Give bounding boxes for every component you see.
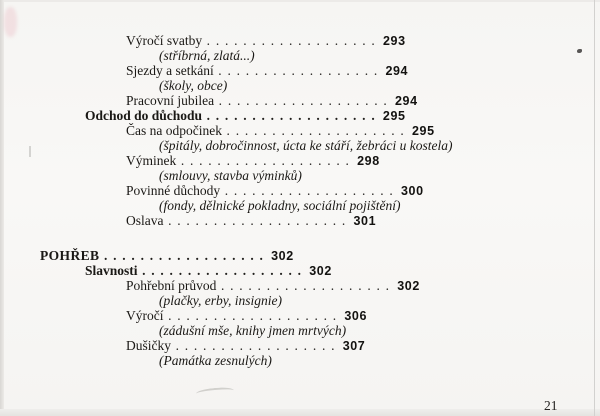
dot-leader: . . . . . . . . . . . . . . . . . . [137, 263, 303, 278]
toc-entry-label: Pohřební průvod [126, 278, 217, 293]
toc-entry-label: Výročí svatby [126, 33, 203, 48]
toc-entry-page: 302 [271, 249, 294, 263]
toc-entry: Výročí svatby . . . . . . . . . . . . . … [0, 33, 600, 48]
toc-annotation-text: (fondy, dělnické pokladny, sociální poji… [159, 198, 401, 213]
toc-annotation: (zádušní mše, knihy jmen mrtvých) [0, 323, 600, 338]
toc-entry-page: 295 [411, 124, 435, 138]
scan-mark [29, 146, 31, 157]
toc-entry: Dušičky . . . . . . . . . . . . . . . . … [0, 338, 600, 353]
toc-entry: Povinné důchody . . . . . . . . . . . . … [0, 183, 600, 198]
toc-entry-label: Slavnosti [85, 263, 138, 278]
toc-entry-page: 307 [342, 339, 366, 353]
dot-leader: . . . . . . . . . . . . . . . . . . . [214, 93, 388, 108]
toc-annotation-text: (stříbrná, zlatá...) [159, 48, 255, 63]
dot-leader: . . . . . . . . . . . . . . . . . . . . [163, 213, 347, 228]
toc-entry-label: Pracovní jubilea [126, 93, 215, 108]
page-number: 21 [544, 398, 558, 413]
toc-entry: Výminek . . . . . . . . . . . . . . . . … [0, 153, 600, 168]
toc-entry-label: Sjezdy a setkání [126, 63, 214, 78]
toc-annotation-text: (školy, obce) [159, 78, 228, 93]
dot-leader: . . . . . . . . . . . . . . . . . . . [176, 153, 351, 168]
dot-leader: . . . . . . . . . . . . . . . . . . . [220, 183, 394, 198]
toc-annotation: (špitály, dobročinnost, úcta ke stáří, ž… [0, 138, 600, 153]
toc-entry-page: 294 [394, 94, 418, 108]
scan-edge-right [594, 0, 595, 416]
dot-leader: . . . . . . . . . . . . . . . . . . [99, 248, 265, 263]
toc-entry-page: 302 [397, 279, 420, 293]
dot-leader: . . . . . . . . . . . . . . . . . . . [202, 33, 376, 48]
toc-entry: Čas na odpočinek . . . . . . . . . . . .… [0, 123, 600, 138]
toc-entry: POHŘEB . . . . . . . . . . . . . . . . .… [0, 248, 600, 263]
dot-leader: . . . . . . . . . . . . . . . . . . . [163, 308, 338, 323]
toc-entry: Slavnosti . . . . . . . . . . . . . . . … [0, 263, 600, 278]
scan-edge-top [0, 0, 600, 2]
toc-list: Výročí svatby . . . . . . . . . . . . . … [0, 33, 600, 368]
toc-annotation-text: (zádušní mše, knihy jmen mrtvých) [159, 323, 347, 338]
toc-entry-label: Čas na odpočinek [126, 123, 222, 138]
toc-annotation-text: (Památka zesnulých) [159, 353, 272, 368]
toc-annotation: (školy, obce) [0, 78, 600, 93]
toc-entry: Oslava . . . . . . . . . . . . . . . . .… [0, 213, 600, 228]
toc-entry-page: 300 [400, 184, 424, 198]
toc-entry-label: Oslava [126, 213, 164, 228]
toc-annotation: (plačky, erby, insignie) [0, 293, 600, 308]
scan-squiggle [195, 386, 235, 398]
dot-leader: . . . . . . . . . . . . . . . . . . . [216, 278, 391, 293]
toc-entry-page: 306 [344, 309, 368, 323]
toc-entry-page: 302 [309, 264, 332, 278]
toc-entry: Odchod do důchodu . . . . . . . . . . . … [0, 108, 600, 123]
toc-annotation-text: (špitály, dobročinnost, úcta ke stáří, ž… [159, 138, 453, 153]
scan-edge-left [0, 0, 4, 416]
toc-entry-label: Povinné důchody [126, 183, 221, 198]
toc-annotation: (Památka zesnulých) [0, 353, 600, 368]
dot-leader: . . . . . . . . . . . . . . . . . . . . [221, 123, 405, 138]
scan-smudge [4, 7, 17, 37]
toc-entry-label: Dušičky [126, 338, 171, 353]
toc-entry-page: 298 [357, 154, 380, 168]
scan-edge-bottom [0, 409, 600, 416]
toc-annotation-text: (smlouvy, stavba výminků) [159, 168, 302, 183]
toc-annotation-text: (plačky, erby, insignie) [159, 293, 282, 308]
scan-speck [577, 49, 582, 53]
toc-entry-page: 295 [382, 109, 406, 123]
toc-entry: Sjezdy a setkání . . . . . . . . . . . .… [0, 63, 600, 78]
toc-entry: Pohřební průvod . . . . . . . . . . . . … [0, 278, 600, 293]
dot-leader: . . . . . . . . . . . . . . . . . . . [202, 108, 376, 123]
toc-entry-label: Odchod do důchodu [85, 108, 203, 123]
toc-entry: Pracovní jubilea . . . . . . . . . . . .… [0, 93, 600, 108]
toc-entry-label: POHŘEB [40, 248, 100, 263]
dot-leader: . . . . . . . . . . . . . . . . . . [171, 338, 336, 353]
toc-entry-page: 301 [353, 214, 377, 228]
toc-entry-page: 293 [382, 34, 406, 48]
toc-entry: Výročí . . . . . . . . . . . . . . . . .… [0, 308, 600, 323]
toc-annotation: (smlouvy, stavba výminků) [0, 168, 600, 183]
toc-annotation: (fondy, dělnické pokladny, sociální poji… [0, 198, 600, 213]
toc-entry-label: Výminek [126, 153, 177, 168]
toc-entry-page: 294 [385, 64, 409, 78]
toc-annotation: (stříbrná, zlatá...) [0, 48, 600, 63]
toc-entry-label: Výročí [126, 308, 164, 323]
section-gap [0, 228, 600, 248]
dot-leader: . . . . . . . . . . . . . . . . . . [213, 63, 379, 78]
